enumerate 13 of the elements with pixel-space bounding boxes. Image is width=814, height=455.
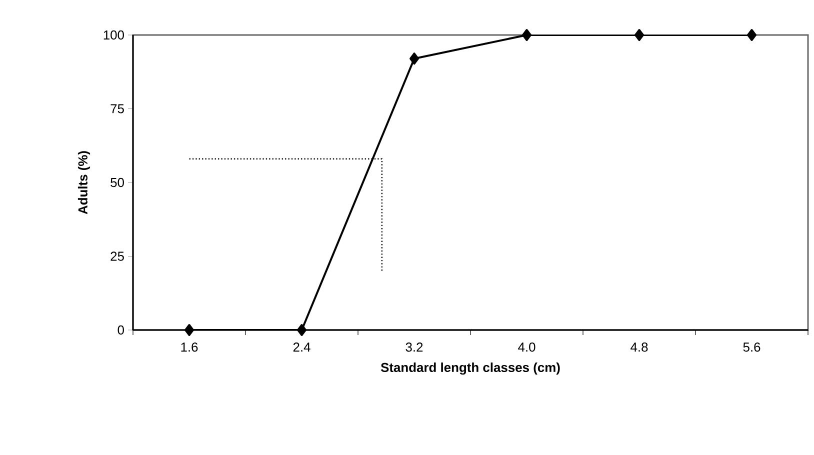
y-tick-label: 50 — [110, 178, 124, 188]
y-tick-label: 25 — [110, 252, 124, 261]
y-axis-title: Adults (%) — [78, 151, 90, 214]
x-tick-label: 5.6 — [743, 342, 760, 352]
x-tick-label: 3.2 — [406, 342, 423, 352]
x-tick-label: 4.8 — [630, 342, 648, 352]
x-tick-label: 2.4 — [293, 342, 310, 352]
x-tick-label: 1.6 — [181, 342, 198, 352]
y-tick-label: 75 — [110, 104, 124, 114]
x-tick-label: 4.0 — [518, 342, 536, 352]
x-axis-title: Standard length classes (cm) — [380, 362, 560, 375]
y-tick-label: 100 — [104, 30, 124, 40]
y-tick-label: 0 — [118, 325, 124, 335]
